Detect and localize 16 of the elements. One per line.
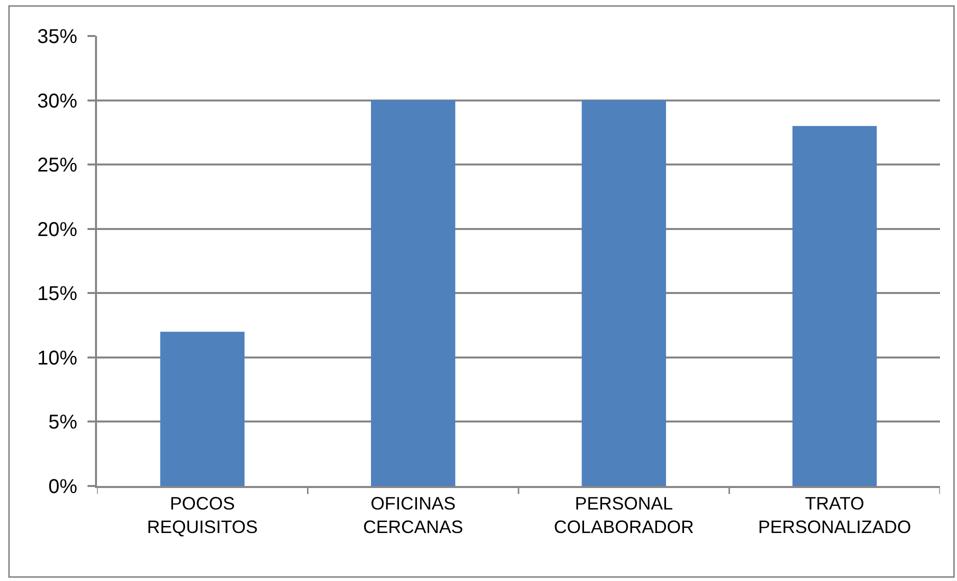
y-tick-label: 20% <box>37 218 78 241</box>
y-tick-label: 25% <box>37 154 78 177</box>
bar <box>370 100 456 486</box>
y-tick-label: 10% <box>37 347 78 370</box>
bar <box>160 332 245 486</box>
x-tick-label: TRATO PERSONALIZADO <box>758 493 912 537</box>
x-tick-label: PERSONAL COLABORADOR <box>554 493 694 537</box>
y-tick-label: 30% <box>37 90 78 112</box>
y-tick-label: 0% <box>48 476 78 498</box>
y-tick-label: 5% <box>48 412 78 434</box>
x-tick-label: OFICINAS CERCANAS <box>363 493 464 537</box>
y-tick-label: 35% <box>37 26 78 48</box>
y-tick-label: 15% <box>37 283 78 306</box>
bar <box>792 126 877 486</box>
x-tick-label: POCOS REQUISITOS <box>147 493 258 537</box>
bar <box>582 100 666 486</box>
